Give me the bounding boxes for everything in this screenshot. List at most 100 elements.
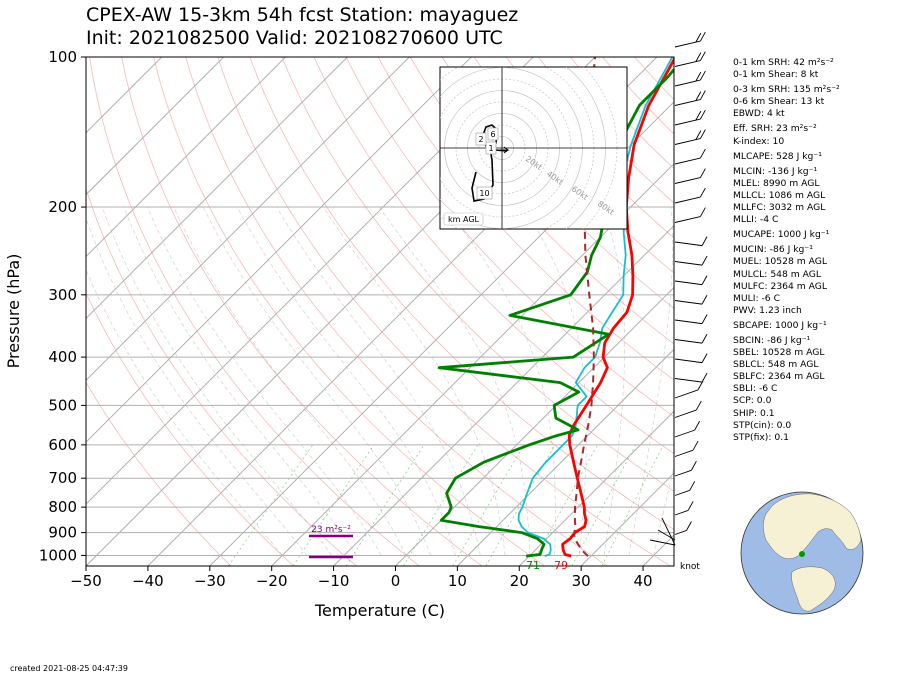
dry-adiabat [153, 57, 545, 566]
wind-barb-staff [674, 40, 701, 48]
index-line: MLCAPE: 528 J kg⁻¹ [733, 150, 822, 162]
wind-barb-flag [699, 109, 706, 120]
sfc-temperature-label: 79 [554, 559, 568, 572]
srh-annotation: 23 m²s⁻² [311, 525, 351, 535]
x-tick-label: 0 [391, 572, 401, 590]
mixing-ratio-line [345, 444, 425, 566]
storm-motion-arrow [500, 146, 510, 154]
wind-barb-flag [695, 91, 702, 101]
dry-adiabat [86, 187, 357, 566]
x-tick-label: 20 [510, 572, 529, 590]
dry-adiabat [185, 57, 608, 566]
index-line: 0-1 km SRH: 42 m²s⁻² [733, 57, 834, 68]
wind-barb-staff [674, 469, 692, 477]
moist-adiabat [523, 206, 587, 556]
wind-barb-staff [674, 389, 699, 399]
dry-adiabat [86, 292, 294, 566]
index-line: PWV: 1.23 inch [733, 304, 802, 316]
south-america-landmass [791, 566, 836, 612]
wind-barb-staff [674, 79, 701, 87]
wind-barb-staff [674, 509, 689, 516]
moist-adiabat [147, 206, 382, 556]
mixing-ratio-line [403, 444, 479, 566]
index-line: MUCAPE: 1000 J kg⁻¹ [733, 229, 830, 241]
wind-barb-staff [674, 241, 703, 247]
isotherm [518, 410, 674, 566]
wind-barb-flag [699, 70, 706, 81]
index-line: MULFC: 2364 m AGL [733, 280, 828, 292]
dry-adiabat [86, 381, 232, 566]
y-axis-label: Pressure (hPa) [4, 254, 23, 369]
wind-barb-flag [699, 168, 706, 178]
index-line: EBWD: 4 kt [733, 108, 785, 120]
y-tick-label: 500 [48, 396, 77, 414]
moist-adiabat [601, 206, 626, 556]
x-tick-label: −10 [318, 572, 350, 590]
moist-adiabat [236, 206, 456, 556]
isotherm [86, 57, 163, 134]
isotherm [86, 57, 224, 196]
x-tick-label: 10 [448, 572, 467, 590]
hodo-height-6: 6 [490, 130, 495, 139]
wind-barb-staff [674, 138, 701, 145]
isotherm [86, 57, 348, 320]
index-line: SBCIN: -86 J kg⁻¹ [733, 334, 811, 346]
moist-adiabat [323, 206, 506, 556]
dry-adiabat [249, 57, 674, 530]
hodo-height-10: 10 [479, 189, 489, 198]
station-marker [799, 551, 805, 557]
moist-adiabat [653, 465, 674, 556]
y-tick-label: 1000 [39, 546, 77, 564]
wind-barb-staff [674, 489, 690, 496]
wind-barb-flag [695, 52, 702, 62]
index-line: MLEL: 8990 m AGL [733, 177, 820, 189]
sounding-indices-panel: 0-1 km SRH: 42 m²s⁻² 0-1 km Shear: 8 kt 0-… [733, 57, 840, 444]
temperature-profile [561, 57, 674, 558]
y-tick-label: 200 [48, 198, 77, 216]
isotherm [271, 162, 674, 566]
wind-barb-flag [695, 130, 702, 140]
wind-barb-staff [649, 539, 676, 546]
wind-barb-staff [674, 319, 703, 325]
wind-barb-flag [697, 380, 704, 391]
y-tick-label: 700 [48, 469, 77, 487]
wind-barb-flag [701, 255, 708, 266]
wind-barb-staff [674, 358, 703, 364]
wind-barb-staff [674, 409, 697, 418]
wind-barb-flag [699, 129, 706, 139]
moist-adiabat [173, 206, 407, 556]
index-line: STP(fix): 0.1 [733, 431, 790, 443]
wind-barb-flag [699, 148, 706, 159]
dry-adiabat [89, 57, 420, 566]
y-tick-label: 300 [48, 286, 77, 304]
wind-unit-label: knot [680, 562, 700, 572]
wind-barb-staff [674, 378, 703, 383]
mixing-ratio-line [292, 444, 375, 566]
x-tick-label: 30 [572, 572, 591, 590]
sfc-dewpoint-label: 71 [526, 559, 540, 572]
wind-barb-staff [674, 60, 701, 67]
y-tick-label: 900 [48, 524, 77, 542]
wind-barb-flag [701, 314, 708, 324]
index-line: MUCIN: -86 J kg⁻¹ [733, 244, 813, 256]
wind-barb-staff [674, 99, 701, 106]
isotherm [86, 57, 472, 443]
index-line: 0-1 km Shear: 8 kt [733, 69, 819, 81]
wind-barb-flag [695, 71, 702, 82]
index-line: SBCAPE: 1000 J kg⁻¹ [733, 319, 827, 331]
index-line: MLCIN: -136 J kg⁻¹ [733, 165, 818, 177]
index-line: MULI: -6 C [733, 292, 780, 304]
hodograph-inset: 20kt 40kt 60kt 80kt 1 2 6 10 km AGL [439, 66, 628, 230]
wind-barb-flag [701, 294, 708, 305]
globe-locator-map [740, 491, 864, 615]
wind-barb-staff [661, 517, 676, 546]
wind-barb-flag [699, 51, 706, 61]
wind-barb-staff [674, 261, 703, 266]
wind-barb-flag [699, 31, 706, 42]
isotherm [86, 57, 286, 258]
x-tick-label: −20 [256, 572, 288, 590]
wind-barb-staff [674, 177, 701, 184]
wind-barb-flag [701, 372, 708, 383]
mixing-ratio-line [485, 444, 556, 566]
index-line: SBLCL: 548 m AGL [733, 359, 819, 371]
